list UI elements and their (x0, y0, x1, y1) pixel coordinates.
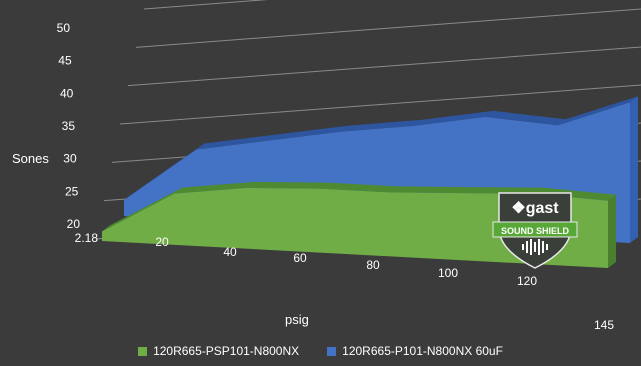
series-side-face (608, 194, 616, 268)
gast-sound-shield-logo: ❖gast SOUND SHIELD (492, 192, 578, 269)
x-tick-label: 120 (517, 274, 537, 288)
legend-swatch (138, 346, 148, 356)
gridline-y (127, 46, 641, 87)
gridline-y (135, 8, 641, 48)
series-side-face (630, 96, 638, 243)
legend-label: 120R665-PSP101-N800NX (153, 344, 300, 358)
legend-swatch (327, 346, 337, 356)
y-tick-label: 35 (62, 119, 76, 133)
y-tick-label: 45 (58, 54, 72, 68)
x-tick-label: 100 (438, 266, 458, 280)
legend-item: 120R665-P101-N800NX 60uF (327, 344, 503, 358)
x-tick-label: 145 (594, 318, 614, 332)
x-tick-label: 80 (366, 258, 380, 272)
logo-tagline-text: SOUND SHIELD (501, 226, 570, 236)
gridline-y (119, 84, 641, 125)
y-tick-label: 30 (63, 152, 77, 166)
legend-label: 120R665-P101-N800NX 60uF (342, 344, 503, 358)
x-axis-ticks: 2.18 20 40 60 80 100 120 145 (75, 231, 615, 332)
logo-brand-text: ❖gast (511, 200, 559, 217)
gridline-y (143, 0, 269, 10)
legend-item: 120R665-PSP101-N800NX (138, 344, 299, 358)
y-tick-label: 50 (57, 21, 71, 35)
sound-wave-icon (522, 239, 548, 255)
x-tick-label: 60 (293, 251, 307, 265)
legend: 120R665-PSP101-N800NX 120R665-P101-N800NX… (0, 344, 641, 358)
x-tick-label: 40 (223, 245, 237, 259)
y-tick-label: 40 (60, 86, 74, 100)
series-area-psp101 (102, 187, 608, 268)
y-axis-ticks: 20 25 30 35 40 45 50 (57, 21, 81, 231)
x-tick-label: 20 (155, 235, 169, 249)
x-axis-title: psig (285, 312, 309, 327)
x-tick-label: 2.18 (75, 231, 99, 245)
y-tick-label: 20 (67, 217, 81, 231)
y-tick-label: 25 (65, 184, 79, 198)
y-axis-title: Sones (12, 151, 49, 166)
